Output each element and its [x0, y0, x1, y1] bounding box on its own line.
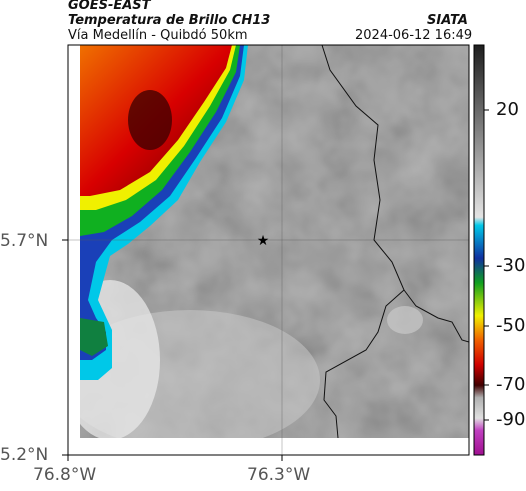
colorbar-label: -30: [496, 255, 526, 276]
colorbar-label: 20: [496, 99, 519, 120]
cloud-core-dark: [128, 90, 172, 150]
lon-label: 76.8°W: [33, 465, 97, 485]
colorbar-gradient: [473, 44, 485, 456]
colorbar-label: -70: [496, 374, 526, 395]
cloud-green-small: [80, 318, 108, 356]
satellite-label: GOES-EAST: [68, 0, 151, 13]
map-frame: [67, 44, 470, 456]
light-cloud-east: [387, 306, 423, 334]
lon-label: 76.3°W: [247, 465, 311, 485]
colorbar-label: -90: [496, 409, 526, 430]
colorbar-label: -50: [496, 315, 526, 336]
lat-label: 5.7°N: [0, 231, 49, 251]
lat-label: 5.2°N: [0, 445, 49, 465]
product-title: Temperatura de Brillo CH13: [68, 13, 271, 28]
location-star-icon: ★: [257, 233, 270, 249]
route-label: Vía Medellín - Quibdó 50km: [68, 28, 248, 43]
datetime-label: 2024-06-12 16:49: [355, 28, 473, 43]
org-label: SIATA: [427, 13, 468, 28]
admin-border: [321, 45, 405, 439]
admin-border-east: [403, 289, 469, 343]
